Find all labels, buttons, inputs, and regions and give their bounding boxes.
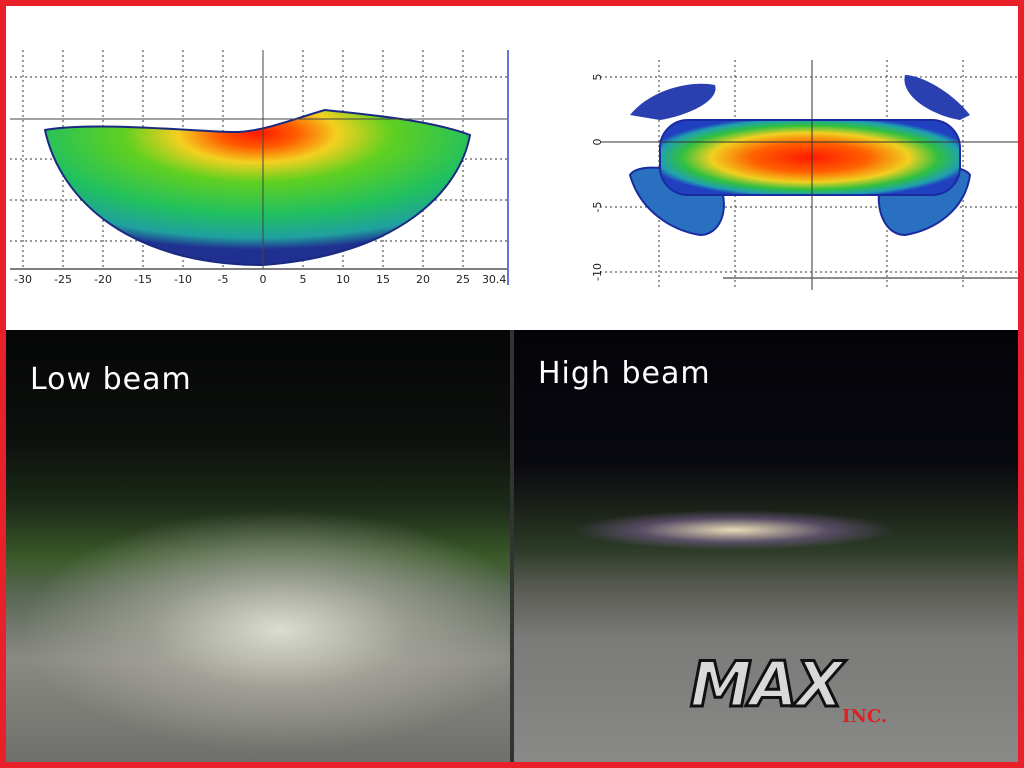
beam-comparison-photos: Low beam High beam MAX INC. bbox=[0, 330, 1024, 768]
high-beam-label: High beam bbox=[538, 356, 711, 391]
x-tick-label: -20 bbox=[94, 273, 112, 286]
y-tick-label: 0 bbox=[591, 139, 604, 146]
x-tick-label: 25 bbox=[456, 273, 470, 286]
low-beam-pattern-chart: -30 -25 -20 -15 -10 -5 0 5 10 15 20 25 30.4 bbox=[10, 50, 509, 286]
x-tick-label: 5 bbox=[300, 273, 307, 286]
x-tick-label: 15 bbox=[376, 273, 390, 286]
photo-divider bbox=[510, 330, 514, 768]
beam-pattern-panel: -30 -25 -20 -15 -10 -5 0 5 10 15 20 25 30.4 5 0 -5 -10 bbox=[0, 0, 1024, 330]
high-beam-upper-spill-left bbox=[630, 83, 716, 120]
logo-text: MAX bbox=[688, 647, 845, 723]
high-beam-upper-spill-right bbox=[904, 75, 970, 120]
logo-suffix: INC. bbox=[842, 706, 888, 727]
high-beam-photo: High beam bbox=[514, 330, 1024, 768]
x-tick-label: -30 bbox=[14, 273, 32, 286]
x-tick-label: -25 bbox=[54, 273, 72, 286]
x-tick-label: -5 bbox=[218, 273, 229, 286]
max-inc-logo: MAX INC. bbox=[688, 647, 887, 728]
high-beam-pattern-chart: 5 0 -5 -10 bbox=[591, 60, 1020, 290]
x-tick-label: -10 bbox=[174, 273, 192, 286]
x-tick-label: 30.4 bbox=[482, 273, 507, 286]
x-tick-label: 0 bbox=[260, 273, 267, 286]
low-beam-photo: Low beam bbox=[0, 330, 510, 768]
x-tick-label: -15 bbox=[134, 273, 152, 286]
y-tick-label: 5 bbox=[591, 74, 604, 81]
x-tick-label: 10 bbox=[336, 273, 350, 286]
y-tick-label: -5 bbox=[591, 202, 604, 213]
low-beam-label: Low beam bbox=[30, 362, 192, 397]
low-beam-distribution bbox=[43, 108, 472, 267]
y-tick-label: -10 bbox=[591, 263, 604, 281]
high-beam-distribution bbox=[659, 119, 961, 196]
x-tick-label: 20 bbox=[416, 273, 430, 286]
